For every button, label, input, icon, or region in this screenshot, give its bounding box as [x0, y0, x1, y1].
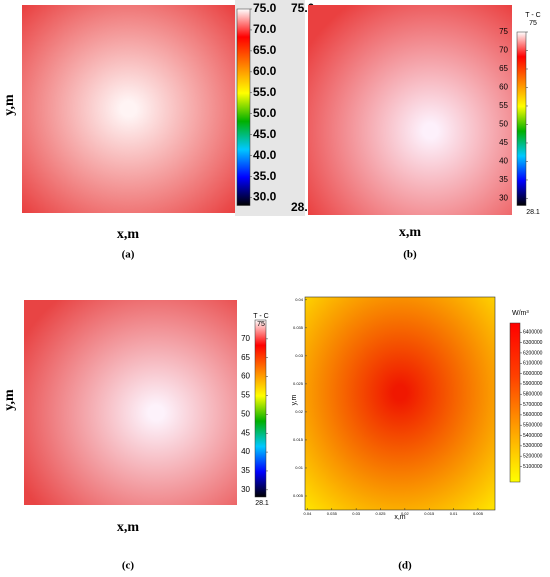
x-tick-label: 0.01 [450, 511, 459, 516]
colorbar-tick-label: 5800000 [523, 392, 543, 398]
colorbar-tick-label: 6000000 [523, 371, 543, 377]
heat-field [305, 297, 495, 510]
colorbar-tick-label: 65 [241, 353, 250, 362]
colorbar-tick-label: 6400000 [523, 330, 543, 336]
panel-label: (d) [398, 560, 412, 572]
x-axis-label: x,m [399, 225, 422, 240]
y-tick-label: 0.04 [295, 297, 304, 302]
heat-field [24, 300, 237, 505]
panel-label: (c) [122, 560, 135, 572]
colorbar-tick-label: 5500000 [523, 423, 543, 429]
colorbar-tick-label: 5400000 [523, 433, 543, 439]
y-axis-label: y,m [2, 94, 17, 116]
heat-field [22, 5, 235, 213]
colorbar-tick-label: 55 [241, 391, 250, 400]
x-axis-label: x,m [394, 514, 405, 521]
y-tick-label: 0.015 [293, 437, 304, 442]
colorbar-tick-label: 45.0 [253, 127, 277, 141]
colorbar-title: W/m³ [512, 310, 529, 317]
colorbar-tick-label: 40 [241, 447, 250, 456]
x-axis-label: x,m [117, 520, 140, 535]
colorbar-tick-label: 40 [499, 157, 508, 166]
panel: 30 35 40 45 50 55 60 65 70 T - C75 28.1 y,m x,m (c) [2, 300, 269, 572]
colorbar-tick-label: 55.0 [253, 85, 277, 99]
colorbar-tick-label: 55 [499, 101, 508, 110]
colorbar-tick-label: 6100000 [523, 361, 543, 367]
heat-field [308, 5, 512, 215]
colorbar-tick-label: 35 [499, 175, 508, 184]
x-tick-label: 0.03 [352, 511, 361, 516]
colorbar-tick-label: 6300000 [523, 340, 543, 346]
colorbar [254, 319, 267, 498]
colorbar-min-label: 28.1 [255, 500, 269, 507]
colorbar-tick-label: 5900000 [523, 381, 543, 387]
colorbar-tick-label: 50 [499, 120, 508, 129]
y-axis-label: y,m [2, 389, 17, 411]
x-tick-label: 0.025 [376, 511, 387, 516]
colorbar-tick-label: 60.0 [253, 64, 277, 78]
colorbar-tick-label: 5100000 [523, 464, 543, 470]
colorbar [509, 322, 521, 483]
colorbar-title: T - C [253, 313, 268, 320]
colorbar-tick-label: 50 [241, 409, 250, 418]
panel-label: (b) [403, 249, 417, 261]
y-axis-label: y,m [291, 394, 298, 405]
colorbar-min-label: 28.1 [526, 209, 540, 216]
colorbar-tick-label: 35 [241, 466, 250, 475]
colorbar-tick-label: 6200000 [523, 350, 543, 356]
colorbar-tick-label: 35.0 [253, 169, 277, 183]
colorbar-tick-label: 75.0 [253, 1, 277, 15]
colorbar [516, 31, 527, 206]
x-tick-label: 0.005 [473, 511, 484, 516]
y-tick-label: 0.025 [293, 381, 304, 386]
colorbar-tick-label: 30 [499, 194, 508, 203]
colorbar-tick-label: 40.0 [253, 148, 277, 162]
x-axis-label: x,m [117, 227, 140, 242]
panel: 30.0 35.0 40.0 45.0 50.0 55.0 60.0 65.0 70.0 75.0… [2, 0, 315, 261]
x-tick-label: 0.04 [304, 511, 313, 516]
y-tick-label: 0.02 [295, 409, 304, 414]
colorbar-tick-label: 30 [241, 485, 250, 494]
colorbar-max-label: 75 [529, 20, 537, 27]
colorbar-tick-label: 70 [499, 46, 508, 55]
y-tick-label: 0.005 [293, 493, 304, 498]
colorbar-tick-label: 70.0 [253, 22, 277, 36]
colorbar-tick-label: 65.0 [253, 43, 277, 57]
x-tick-label: 0.035 [327, 511, 338, 516]
colorbar-tick-label: 5300000 [523, 443, 543, 449]
plot-frame [304, 296, 496, 511]
panel: 5100000 5200000 5300000 5400000 5500000 56000… [291, 296, 543, 572]
colorbar-tick-label: 65 [499, 64, 508, 73]
y-tick-label: 0.01 [295, 465, 304, 470]
colorbar-tick-label: 45 [499, 138, 508, 147]
colorbar-tick-label: 60 [499, 83, 508, 92]
colorbar-tick-label: 60 [241, 372, 250, 381]
colorbar-tick-label: 75 [499, 27, 508, 36]
colorbar-tick-label: 70 [241, 334, 250, 343]
colorbar-tick-label: 45 [241, 428, 250, 437]
colorbar-tick-label: 5700000 [523, 402, 543, 408]
colorbar-title: T - C [525, 12, 540, 19]
y-tick-label: 0.03 [295, 353, 304, 358]
y-tick-label: 0.035 [293, 325, 304, 330]
x-tick-label: 0.015 [424, 511, 435, 516]
x-tick-label: 0.02 [401, 511, 410, 516]
colorbar [236, 8, 251, 206]
colorbar-tick-label: 5600000 [523, 412, 543, 418]
colorbar-tick-label: 30.0 [253, 190, 277, 204]
colorbar-tick-label: 5200000 [523, 454, 543, 460]
panel-label: (a) [122, 249, 135, 261]
colorbar-max-label: 75 [257, 321, 265, 328]
colorbar-tick-label: 50.0 [253, 106, 277, 120]
